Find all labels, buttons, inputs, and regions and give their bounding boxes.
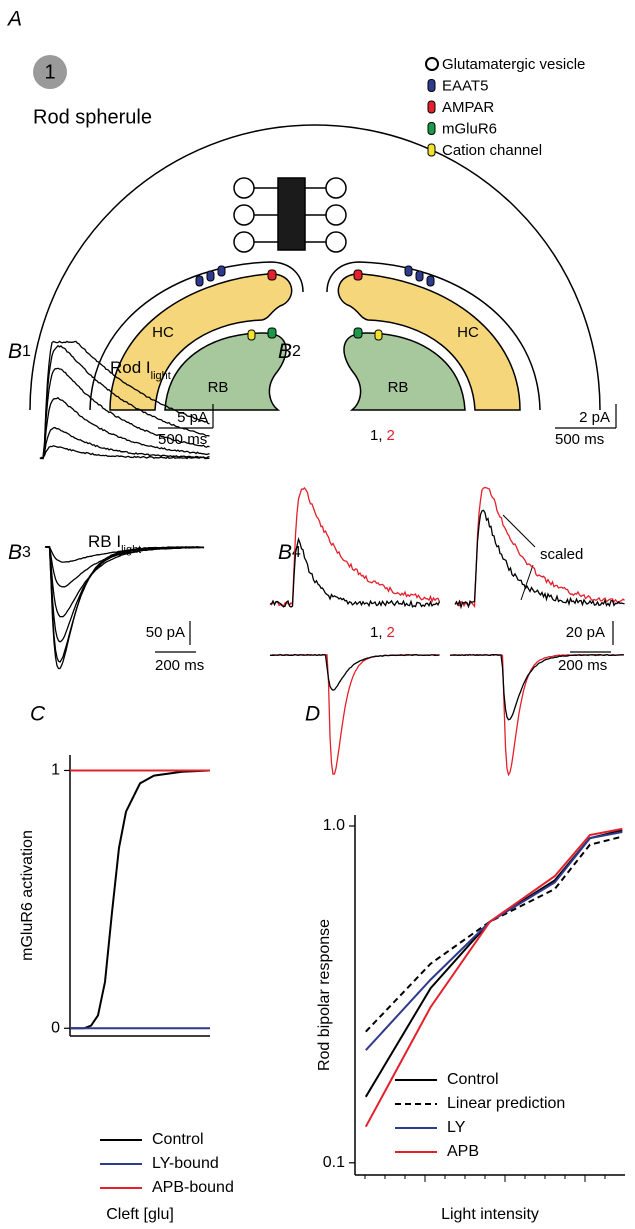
legend-label: Glutamatergic vesicle — [442, 56, 585, 73]
ribbon — [234, 178, 346, 252]
y-tick-label: 0 — [51, 1019, 60, 1036]
panel-label: C — [30, 703, 46, 726]
legend-label: Control — [447, 1071, 499, 1088]
legend-icon — [428, 101, 435, 113]
note-leader — [503, 515, 535, 600]
panel-label: B3 — [8, 541, 31, 564]
series-line — [366, 832, 623, 1050]
legend-label: APB-bound — [152, 1179, 234, 1196]
trace — [45, 547, 204, 662]
legend-label: APB — [447, 1143, 479, 1160]
panel-letter: B — [278, 340, 292, 363]
scaled-note: scaled — [540, 546, 583, 563]
charts: C 0 1 Cleft [glu] mGluR6 activation Control LY… — [19, 703, 625, 1224]
panel-label: B2 — [278, 340, 301, 363]
trace-1: 1, — [370, 427, 383, 444]
trace-2: 2 — [387, 624, 395, 641]
scale-x: 200 ms — [558, 657, 607, 674]
legend-label: mGluR6 — [442, 120, 497, 137]
panel-letter: B — [8, 541, 22, 564]
legend-icon — [428, 144, 435, 156]
trace-key: 1,2 — [370, 427, 395, 444]
y-tick-label: 0.1 — [323, 1154, 345, 1171]
legend-label: LY — [447, 1119, 466, 1136]
ampar — [268, 270, 276, 280]
legend-label: Cation channel — [442, 142, 542, 159]
trace — [270, 488, 440, 607]
hc-label: HC — [457, 324, 479, 341]
panel-number: 1 — [22, 343, 31, 360]
panel-number: 3 — [22, 544, 31, 561]
y-axis-title: mGluR6 activation — [19, 830, 36, 961]
legend-label: AMPAR — [442, 99, 494, 116]
x-axis-title: Light intensity — [441, 1206, 539, 1223]
trace — [270, 655, 440, 775]
title-text: Rod I — [110, 358, 151, 377]
scale-x: 200 ms — [155, 657, 204, 674]
legend-icon — [428, 80, 435, 92]
legend-label: LY-bound — [152, 1155, 219, 1172]
legend-label: Linear prediction — [447, 1095, 565, 1112]
figure: A 1 Rod spherule HC HC RB RB Glutamaterg… — [0, 0, 635, 1229]
trace-key: 1,2 — [370, 624, 395, 641]
diagram-title: Rod spherule — [33, 106, 152, 128]
cation-channel — [248, 330, 255, 340]
trace-1: 1, — [370, 624, 383, 641]
panel-letter: B — [8, 340, 22, 363]
panel-letter: B — [278, 541, 292, 564]
y-axis-title: Rod bipolar response — [316, 919, 333, 1071]
panel-label: A — [6, 8, 22, 31]
y-tick-label: 1 — [51, 762, 60, 779]
rb-label: RB — [388, 379, 409, 396]
trace — [45, 547, 204, 669]
x-axis-title: Cleft [glu] — [106, 1206, 174, 1223]
scale-y: 50 pA — [146, 624, 185, 641]
legend-icon — [428, 123, 435, 135]
legend-label: EAAT5 — [442, 77, 488, 94]
scale-y: 20 pA — [566, 624, 605, 641]
legend-label: Control — [152, 1131, 204, 1148]
title-text: RB I — [88, 532, 121, 551]
y-tick-label: 1.0 — [323, 817, 345, 834]
legend: Glutamatergic vesicle EAAT5 AMPAR mGluR6 Cat… — [426, 56, 585, 159]
title-subscript: light — [151, 370, 171, 382]
scale-y: 2 pA — [579, 409, 610, 426]
trace — [45, 547, 204, 617]
panel-label: D — [305, 703, 320, 726]
hc-label: HC — [152, 324, 174, 341]
series-line — [366, 837, 623, 1032]
eaat5 — [196, 276, 203, 286]
rb-label: RB — [208, 379, 229, 396]
series-line — [70, 771, 210, 1029]
trace-2: 2 — [387, 427, 395, 444]
panel-label: B1 — [8, 340, 31, 363]
eaat5 — [218, 266, 225, 276]
panel-number: 2 — [292, 343, 301, 360]
scale-x: 500 ms — [555, 431, 604, 448]
eaat5 — [207, 271, 214, 281]
step-number: 1 — [44, 61, 55, 83]
mglur6 — [268, 328, 276, 338]
legend-icon — [426, 58, 438, 70]
